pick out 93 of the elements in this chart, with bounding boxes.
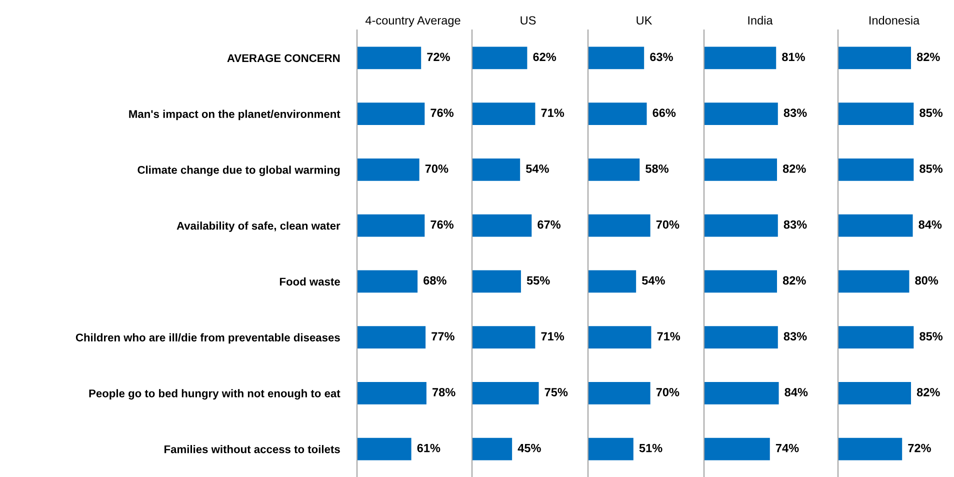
data-label: 63% xyxy=(650,52,673,62)
data-label: 80% xyxy=(915,276,938,285)
bar xyxy=(704,46,776,70)
bar xyxy=(704,438,770,460)
bar xyxy=(704,214,778,237)
data-label: 55% xyxy=(526,276,550,285)
y-tick-label: AVERAGE CONCERN xyxy=(227,54,340,62)
data-label: 83% xyxy=(784,332,807,340)
data-label: 72% xyxy=(427,52,450,62)
data-label: 82% xyxy=(782,276,806,285)
chart-title: Indonesia xyxy=(869,16,920,25)
data-label: 62% xyxy=(533,52,556,62)
bar xyxy=(472,326,536,348)
bar xyxy=(838,46,912,70)
bar xyxy=(588,270,636,293)
y-tick-label: Families without access to toilets xyxy=(164,445,340,454)
data-label: 67% xyxy=(538,220,561,229)
y-tick-label: Availability of safe, clean water xyxy=(176,222,340,232)
bar xyxy=(588,326,652,348)
data-label: 76% xyxy=(430,108,454,117)
data-label: 71% xyxy=(541,108,564,117)
data-label: 71% xyxy=(657,332,680,340)
bar xyxy=(704,158,778,181)
data-label: 70% xyxy=(656,220,680,229)
data-label: 66% xyxy=(652,108,676,117)
data-label: 72% xyxy=(908,444,931,452)
data-label: 77% xyxy=(432,332,454,340)
y-tick-label: Food waste xyxy=(280,277,340,286)
y-tick-label: People go to bed hungry with not enough to eat xyxy=(89,389,340,400)
bar xyxy=(357,158,420,181)
data-label: 84% xyxy=(784,388,808,396)
y-tick-label: Climate change due to global warming xyxy=(138,166,340,176)
bar xyxy=(357,326,426,348)
bar xyxy=(588,158,640,181)
data-label: 71% xyxy=(541,332,564,340)
bar xyxy=(588,46,644,70)
bar xyxy=(357,382,426,404)
data-label: 82% xyxy=(916,388,940,396)
data-label: 45% xyxy=(518,444,541,452)
bar xyxy=(704,102,778,125)
bar xyxy=(472,382,539,404)
chart-title: 4-country Average xyxy=(365,16,460,27)
data-label: 85% xyxy=(920,164,943,173)
data-label: 82% xyxy=(916,52,940,62)
bar xyxy=(588,102,647,125)
bar xyxy=(588,438,634,460)
data-label: 68% xyxy=(424,276,446,285)
bar xyxy=(472,270,521,293)
bar xyxy=(357,270,418,293)
bar xyxy=(704,270,778,293)
data-label: 85% xyxy=(920,108,943,117)
data-label: 54% xyxy=(526,164,549,173)
bar xyxy=(472,46,528,70)
bar xyxy=(704,326,778,348)
data-label: 51% xyxy=(639,444,662,452)
bar xyxy=(357,102,425,125)
data-label: 54% xyxy=(642,276,665,285)
data-label: 81% xyxy=(782,52,805,62)
bar xyxy=(588,214,650,237)
bar xyxy=(472,158,520,181)
data-label: 82% xyxy=(782,164,806,173)
data-label: 85% xyxy=(920,332,943,340)
chart-title: US xyxy=(520,16,536,25)
chart-title: UK xyxy=(636,16,652,25)
bar xyxy=(838,438,902,460)
y-tick-label: Man's impact on the planet/environment xyxy=(129,110,340,120)
bar xyxy=(357,46,422,70)
bar xyxy=(838,214,913,237)
bar xyxy=(838,158,914,181)
data-label: 76% xyxy=(430,220,454,229)
data-label: 70% xyxy=(656,388,680,396)
bar xyxy=(472,438,512,460)
bar xyxy=(472,102,536,125)
bar xyxy=(588,382,650,404)
bar xyxy=(472,214,532,237)
data-label: 70% xyxy=(425,164,448,173)
bar xyxy=(838,382,912,404)
y-tick-label: Children who are ill/die from preventable diseases xyxy=(76,333,340,344)
data-label: 84% xyxy=(918,220,942,229)
data-label: 83% xyxy=(784,108,807,117)
bar xyxy=(838,326,914,348)
bar xyxy=(838,270,910,293)
data-label: 83% xyxy=(784,220,807,229)
data-label: 61% xyxy=(417,444,440,452)
bar xyxy=(357,214,425,237)
bar xyxy=(838,102,914,125)
data-label: 74% xyxy=(776,444,799,452)
data-label: 75% xyxy=(544,388,568,396)
data-label: 58% xyxy=(646,164,669,173)
chart-title: India xyxy=(748,16,773,25)
bar xyxy=(704,382,779,404)
bar xyxy=(357,438,412,460)
data-label: 78% xyxy=(432,388,456,396)
